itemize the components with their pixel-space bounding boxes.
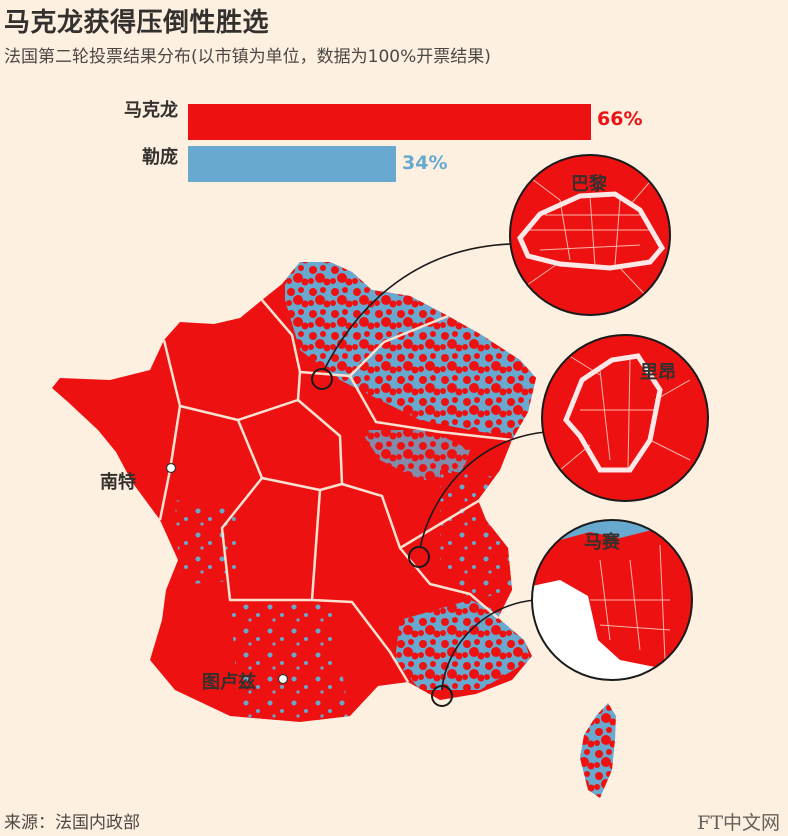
lyon-callout-line [419, 431, 546, 549]
city-label-nantes: 南特 [100, 472, 136, 493]
chart-subtitle: 法国第二轮投票结果分布(以市镇为单位，数据为100%开票结果) [4, 47, 491, 67]
paris-callout-line [323, 243, 511, 371]
corsica [580, 703, 616, 798]
value-label-macron: 66% [597, 108, 643, 130]
category-label-macron: 马克龙 [124, 100, 178, 121]
source-note: 来源：法国内政部 [4, 813, 140, 833]
marseille-callout-line [441, 599, 536, 691]
chart-title: 马克龙获得压倒性胜选 [4, 8, 270, 38]
lyon-inset [541, 334, 709, 502]
lyon-marker [408, 546, 430, 568]
marseille-marker [431, 685, 453, 707]
bar-lepen [188, 146, 396, 182]
paris-marker [311, 368, 333, 390]
toulouse-dot [277, 673, 289, 685]
inset-label-lyon: 里昂 [640, 362, 676, 383]
inset-label-paris: 巴黎 [571, 174, 607, 195]
city-label-toulouse: 图卢兹 [202, 672, 256, 693]
category-label-lepen: 勒庞 [142, 147, 178, 168]
bar-macron [188, 104, 591, 140]
value-label-lepen: 34% [402, 152, 448, 174]
brand-logo: FT中文网 [697, 812, 780, 834]
paris-inset [509, 154, 671, 316]
marseille-inset [531, 519, 693, 681]
inset-label-marseille: 马赛 [584, 532, 620, 553]
nantes-dot [165, 462, 177, 474]
